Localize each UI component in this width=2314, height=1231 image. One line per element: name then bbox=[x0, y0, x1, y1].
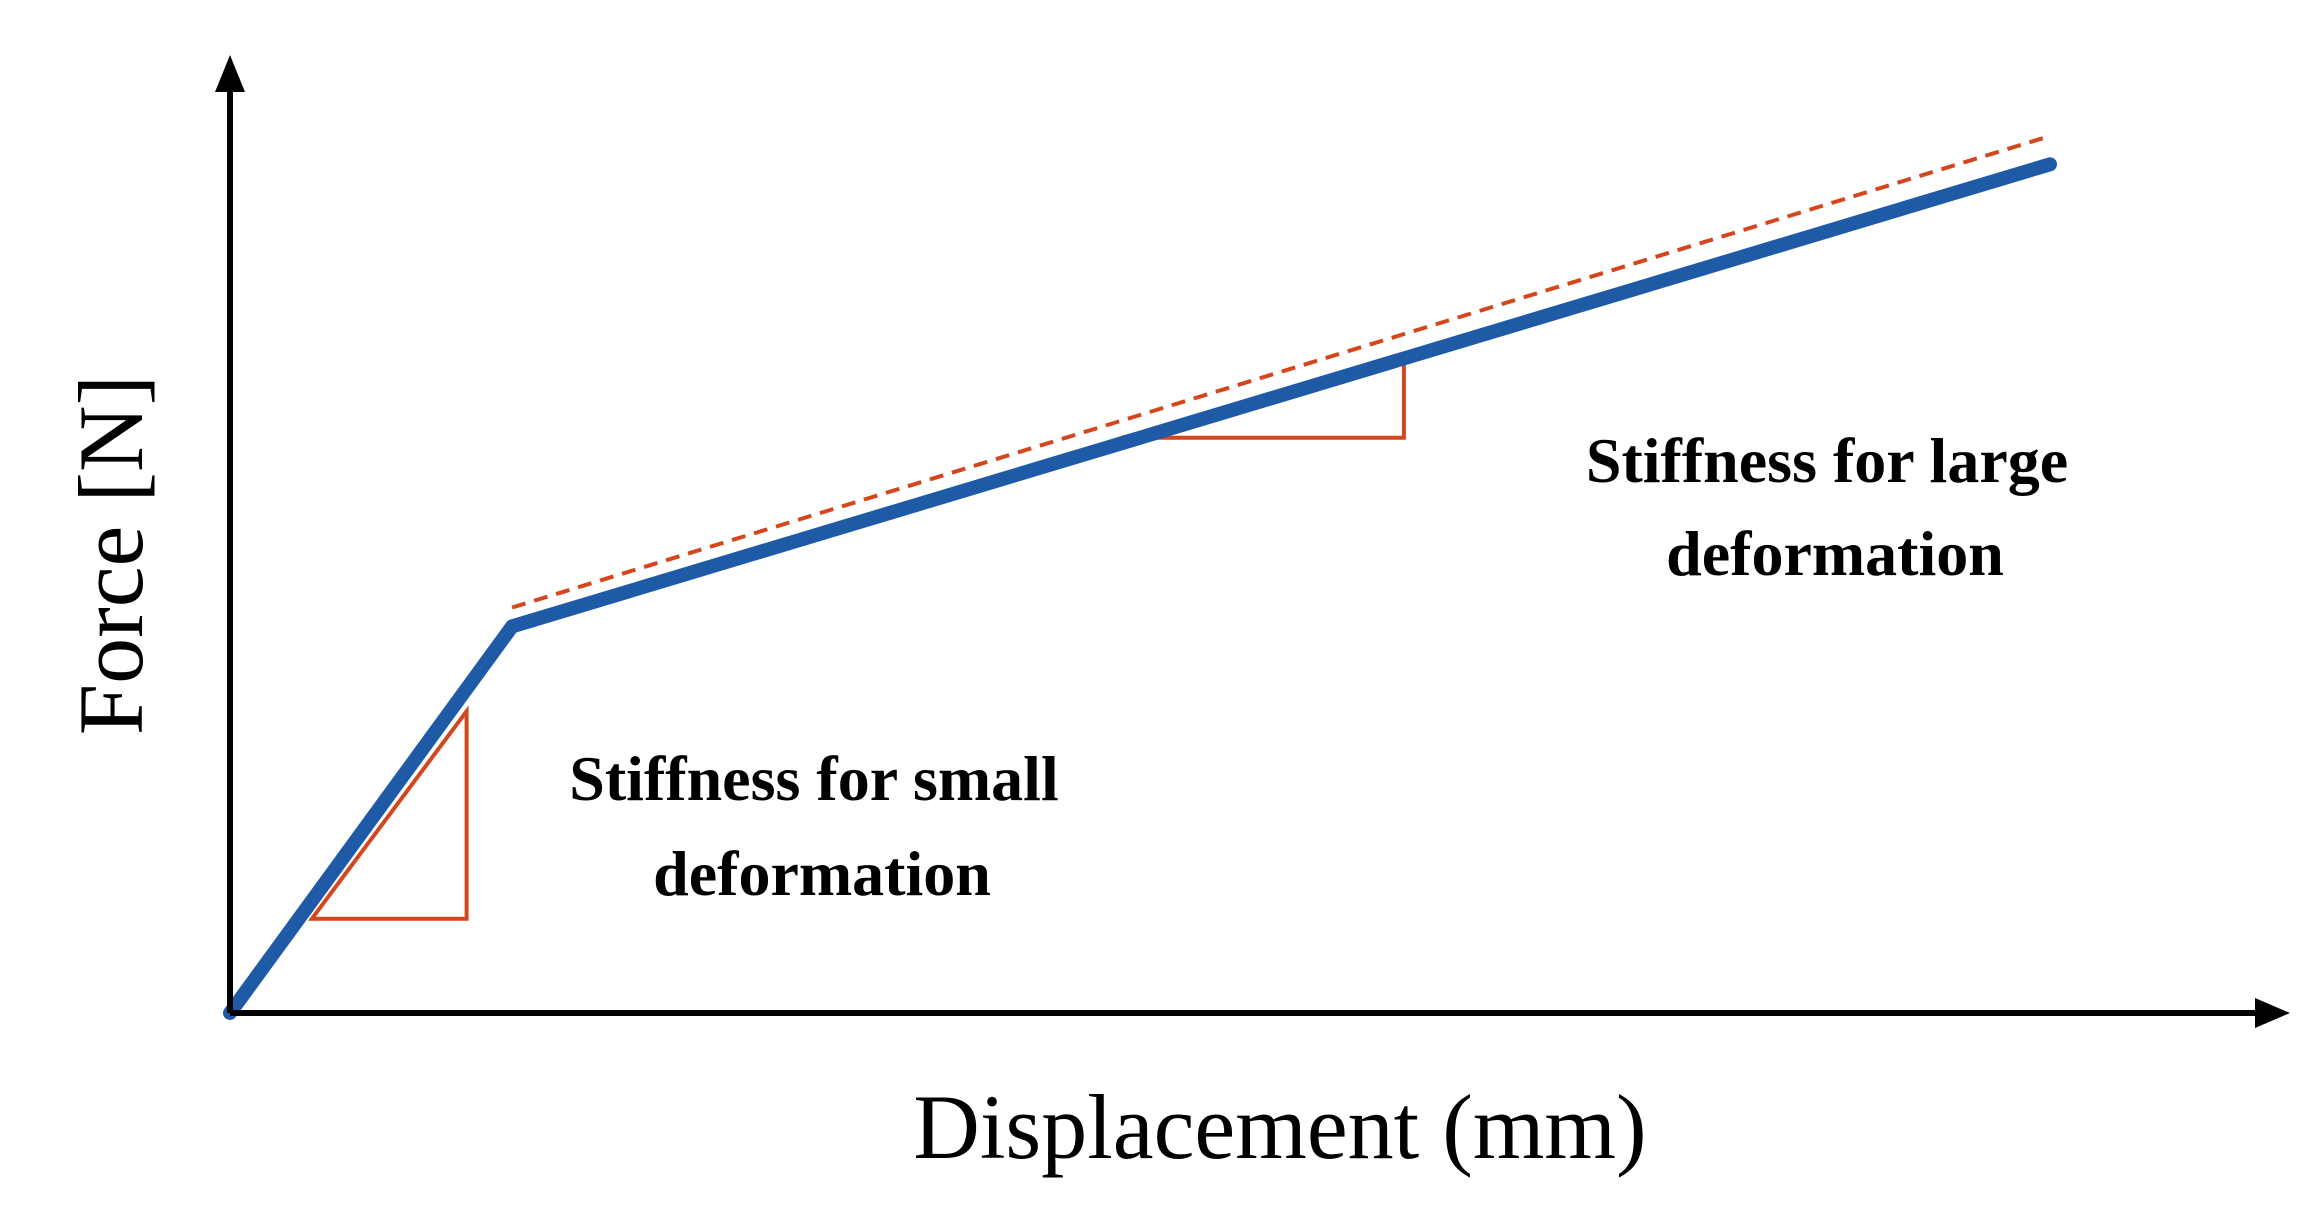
annotation-small-line-1: Stiffness for small bbox=[569, 743, 1058, 814]
slope-triangles bbox=[307, 359, 1406, 921]
y-axis-arrowhead bbox=[215, 55, 245, 92]
annotation-small-deformation: Stiffness for small deformation bbox=[569, 743, 1074, 909]
chart-lines bbox=[223, 134, 2057, 1020]
annotation-large-line-2: deformation bbox=[1666, 518, 2004, 589]
x-axis-arrowhead bbox=[2255, 998, 2290, 1028]
annotation-small-line-2: deformation bbox=[653, 838, 991, 909]
y-axis-label: Force [N] bbox=[60, 375, 162, 735]
force-displacement-curve-0 bbox=[223, 157, 2057, 1020]
reference-dashed-line-0 bbox=[511, 134, 2051, 610]
annotation-large-deformation: Stiffness for large deformation bbox=[1586, 425, 2084, 589]
annotation-large-line-1: Stiffness for large bbox=[1586, 425, 2068, 496]
x-axis-label: Displacement (mm) bbox=[913, 1076, 1646, 1178]
axes bbox=[215, 55, 2290, 1028]
slope-triangle-0 bbox=[307, 705, 469, 921]
